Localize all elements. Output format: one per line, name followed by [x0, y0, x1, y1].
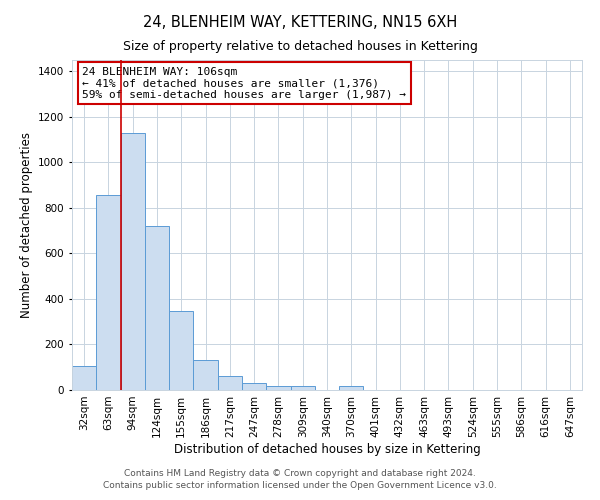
Bar — [145, 226, 169, 390]
Y-axis label: Number of detached properties: Number of detached properties — [20, 132, 32, 318]
Bar — [121, 133, 145, 390]
Bar — [72, 366, 96, 390]
Bar — [218, 376, 242, 390]
Bar — [290, 386, 315, 390]
Bar — [169, 312, 193, 390]
Text: 24, BLENHEIM WAY, KETTERING, NN15 6XH: 24, BLENHEIM WAY, KETTERING, NN15 6XH — [143, 15, 457, 30]
Bar — [96, 196, 121, 390]
Bar — [266, 386, 290, 390]
X-axis label: Distribution of detached houses by size in Kettering: Distribution of detached houses by size … — [173, 442, 481, 456]
Text: Contains HM Land Registry data © Crown copyright and database right 2024.
Contai: Contains HM Land Registry data © Crown c… — [103, 468, 497, 490]
Bar — [339, 386, 364, 390]
Text: Size of property relative to detached houses in Kettering: Size of property relative to detached ho… — [122, 40, 478, 53]
Bar — [193, 360, 218, 390]
Text: 24 BLENHEIM WAY: 106sqm
← 41% of detached houses are smaller (1,376)
59% of semi: 24 BLENHEIM WAY: 106sqm ← 41% of detache… — [82, 66, 406, 100]
Bar — [242, 383, 266, 390]
